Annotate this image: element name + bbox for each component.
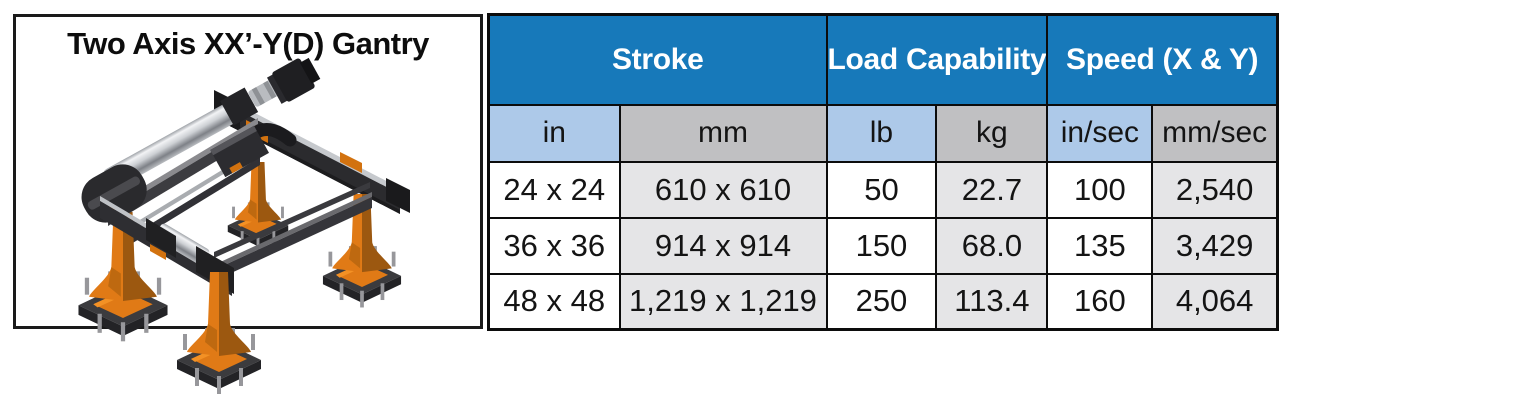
group-header-stroke: Stroke [487, 13, 828, 106]
spec-cell: 48 x 48 [487, 272, 621, 331]
group-header-speed: Speed (X & Y) [1046, 13, 1279, 106]
spec-row: 48 x 48 1,219 x 1,219 250 113.4 160 4,06… [487, 272, 1279, 331]
product-panel: Two Axis XX’-Y(D) Gantry [13, 14, 483, 329]
spec-cell: 100 [1046, 160, 1154, 219]
spec-cell: 50 [825, 160, 938, 219]
column-header-mm: mm [618, 103, 828, 163]
group-header-row: Stroke Load Capability Speed (X & Y) [487, 13, 1279, 106]
spec-table-wrap: Stroke Load Capability Speed (X & Y) in … [487, 13, 1279, 331]
spec-cell: 68.0 [935, 216, 1049, 275]
product-title: Two Axis XX’-Y(D) Gantry [67, 26, 429, 61]
spec-cell: 135 [1046, 216, 1154, 275]
group-header-load-capability: Load Capability [825, 13, 1049, 106]
unit-header-row: in mm lb kg in/sec mm/sec [487, 103, 1279, 163]
column-header-in: in [487, 103, 621, 163]
spec-cell: 22.7 [935, 160, 1049, 219]
spec-cell: 113.4 [935, 272, 1049, 331]
column-header-mm-sec: mm/sec [1151, 103, 1279, 163]
spec-row: 24 x 24 610 x 610 50 22.7 100 2,540 [487, 160, 1279, 219]
spec-cell: 610 x 610 [618, 160, 828, 219]
spec-cell: 914 x 914 [618, 216, 828, 275]
spec-cell: 1,219 x 1,219 [618, 272, 828, 331]
spec-cell: 4,064 [1151, 272, 1279, 331]
spec-table: Stroke Load Capability Speed (X & Y) in … [487, 13, 1279, 331]
spec-cell: 24 x 24 [487, 160, 621, 219]
column-header-in-sec: in/sec [1046, 103, 1154, 163]
spec-cell: 2,540 [1151, 160, 1279, 219]
spec-row: 36 x 36 914 x 914 150 68.0 135 3,429 [487, 216, 1279, 275]
spec-cell: 150 [825, 216, 938, 275]
column-header-kg: kg [935, 103, 1049, 163]
spec-cell: 160 [1046, 272, 1154, 331]
spec-cell: 3,429 [1151, 216, 1279, 275]
spec-cell: 250 [825, 272, 938, 331]
column-header-lb: lb [825, 103, 938, 163]
spec-cell: 36 x 36 [487, 216, 621, 275]
